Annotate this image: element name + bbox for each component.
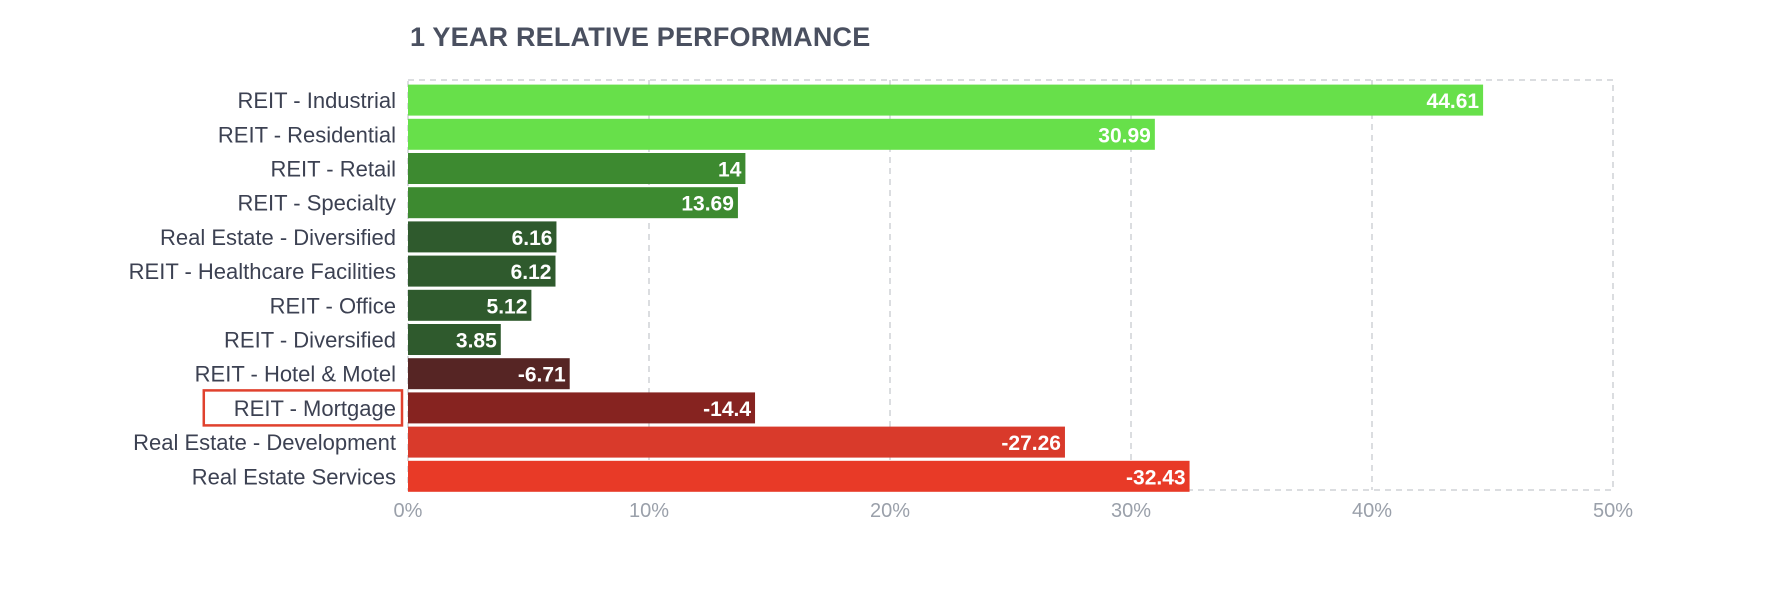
- x-tick-label: 10%: [629, 500, 669, 522]
- bar-value-label: -32.43: [1126, 466, 1186, 489]
- bar: [408, 460, 1190, 492]
- bar-value-label: 44.61: [1427, 90, 1480, 113]
- bar: [408, 289, 532, 321]
- x-tick-label: 40%: [1352, 500, 1392, 522]
- bar: [408, 255, 556, 287]
- category-label: Real Estate - Development: [133, 430, 396, 455]
- bar-value-label: 5.12: [487, 295, 528, 318]
- bar: [408, 187, 738, 219]
- category-label: REIT - Mortgage: [234, 396, 396, 421]
- category-label: REIT - Hotel & Motel: [195, 362, 396, 387]
- bar-value-label: 6.16: [512, 227, 553, 250]
- bar-value-label: -27.26: [1001, 432, 1061, 455]
- x-tick-label: 30%: [1111, 500, 1151, 522]
- category-label: REIT - Specialty: [237, 191, 396, 216]
- bar: [408, 221, 557, 253]
- bar: [408, 84, 1484, 116]
- bar: [408, 324, 501, 355]
- x-tick-label: 50%: [1593, 500, 1633, 522]
- bar-value-label: 6.12: [511, 261, 552, 284]
- bar: [408, 358, 570, 390]
- bar-value-label: 13.69: [681, 193, 734, 216]
- category-label: REIT - Residential: [218, 122, 396, 147]
- bar-value-label: 14: [718, 159, 742, 182]
- x-tick-label: 0%: [394, 500, 423, 522]
- bar: [408, 392, 756, 424]
- category-label: REIT - Retail: [270, 157, 396, 182]
- chart-title: 1 YEAR RELATIVE PERFORMANCE: [410, 22, 871, 52]
- category-label: REIT - Diversified: [224, 328, 396, 353]
- bar-value-label: 30.99: [1098, 124, 1151, 147]
- category-label: REIT - Healthcare Facilities: [129, 259, 396, 284]
- x-tick-label: 20%: [870, 500, 910, 522]
- category-label: Real Estate Services: [192, 464, 396, 489]
- category-label: Real Estate - Diversified: [160, 225, 396, 250]
- bar: [408, 426, 1065, 458]
- bar: [408, 153, 746, 184]
- category-label: REIT - Office: [270, 293, 396, 318]
- bar-value-label: -6.71: [518, 364, 566, 387]
- category-label: REIT - Industrial: [237, 88, 396, 113]
- bar: [408, 118, 1155, 150]
- bar-value-label: 3.85: [456, 330, 497, 353]
- highlight-box: [202, 389, 404, 427]
- bar-value-label: -14.4: [703, 398, 751, 421]
